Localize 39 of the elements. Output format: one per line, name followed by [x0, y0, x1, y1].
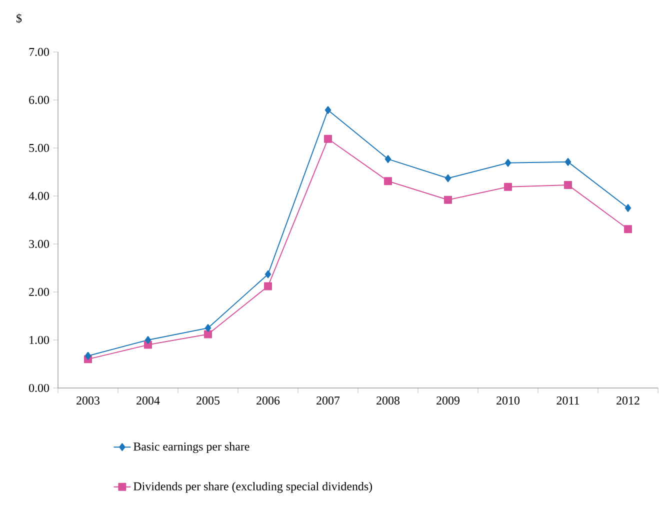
point	[444, 174, 452, 182]
point	[324, 106, 332, 114]
legend-label: Basic earnings per share	[134, 442, 250, 454]
x-tick-label: 2003	[76, 396, 100, 405]
point	[204, 324, 212, 332]
legend-label: Dividends per share (excluding special dividends)	[134, 482, 372, 493]
x-tick-label: 2007	[316, 396, 340, 405]
point	[444, 196, 452, 204]
x-tick-label: 2009	[436, 396, 460, 405]
y-axis-title: $	[16, 14, 22, 24]
x-tick-label: 2011	[556, 396, 580, 405]
x-tick-label: 2005	[196, 396, 220, 405]
point	[204, 330, 212, 338]
y-tick-label: 7.00	[29, 48, 50, 56]
x-tick-label: 2004	[136, 396, 160, 405]
y-tick-label: 6.00	[29, 96, 50, 104]
y-tick-label: 1.00	[30, 336, 50, 344]
point	[384, 155, 392, 164]
point	[504, 158, 512, 167]
point	[624, 204, 632, 212]
point	[324, 134, 332, 143]
point	[504, 182, 512, 191]
point	[264, 282, 272, 290]
y-tick-label: 2.00	[29, 288, 50, 296]
point	[624, 225, 632, 234]
point	[144, 336, 152, 344]
x-tick-label: 2006	[256, 396, 280, 405]
y-tick-label: 3.00	[29, 240, 50, 248]
y-tick-label: 5.00	[29, 144, 50, 152]
x-tick-label: 2008	[376, 396, 400, 405]
point	[564, 158, 572, 166]
y-tick-label: 0.00	[29, 384, 50, 392]
y-tick-label: 4.00	[28, 192, 50, 200]
point	[384, 177, 392, 186]
point	[264, 270, 272, 278]
x-tick-label: 2012	[616, 396, 640, 405]
point	[84, 352, 92, 360]
point	[564, 180, 572, 189]
x-tick-label: 2010	[496, 396, 520, 405]
